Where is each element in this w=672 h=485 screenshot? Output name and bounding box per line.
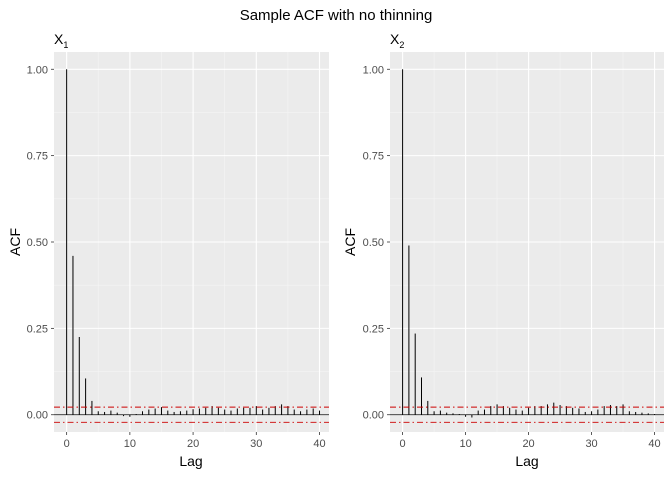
- y-tick-label: 0.50: [363, 237, 384, 249]
- x-tick-label: 20: [187, 438, 199, 450]
- y-tick-label: 0.25: [363, 323, 384, 335]
- panel-label-base: X: [54, 31, 64, 47]
- panel-label-subscript: 1: [63, 40, 68, 50]
- acf-panel-1: 0.00 0.25 0.50 0.75 1.00 0 10 20 30 40 Lag ACF X1: [7, 31, 329, 469]
- y-tick-label: 0.75: [363, 151, 384, 163]
- y-tick-label: 0.50: [27, 237, 48, 249]
- x-tick-label: 20: [522, 438, 534, 450]
- x-tick-label: 10: [459, 438, 471, 450]
- x-tick-label: 0: [400, 438, 406, 450]
- y-axis-title: ACF: [342, 228, 358, 256]
- y-tick-label: 1.00: [27, 64, 48, 76]
- y-tick-label: 0.00: [363, 410, 384, 422]
- x-tick-label: 10: [124, 438, 136, 450]
- y-tick-label: 0.75: [27, 151, 48, 163]
- panel-label: X2: [390, 31, 404, 50]
- x-tick-label: 40: [648, 438, 660, 450]
- y-tick-label: 0.25: [27, 323, 48, 335]
- acf-panel-2: 0.00 0.25 0.50 0.75 1.00 0 10 20 30 40 Lag ACF X2: [342, 31, 664, 469]
- panel-label: X1: [54, 31, 68, 50]
- x-tick-label: 30: [250, 438, 262, 450]
- x-axis-title: Lag: [179, 453, 202, 469]
- figure-title: Sample ACF with no thinning: [240, 7, 433, 24]
- x-tick-label: 0: [64, 438, 70, 450]
- x-axis-title: Lag: [515, 453, 538, 469]
- panel-label-base: X: [390, 31, 400, 47]
- y-tick-label: 0.00: [27, 410, 48, 422]
- y-tick-label: 1.00: [363, 64, 384, 76]
- panel-label-subscript: 2: [399, 40, 404, 50]
- x-tick-label: 40: [313, 438, 325, 450]
- x-tick-label: 30: [585, 438, 597, 450]
- y-axis-title: ACF: [7, 228, 23, 256]
